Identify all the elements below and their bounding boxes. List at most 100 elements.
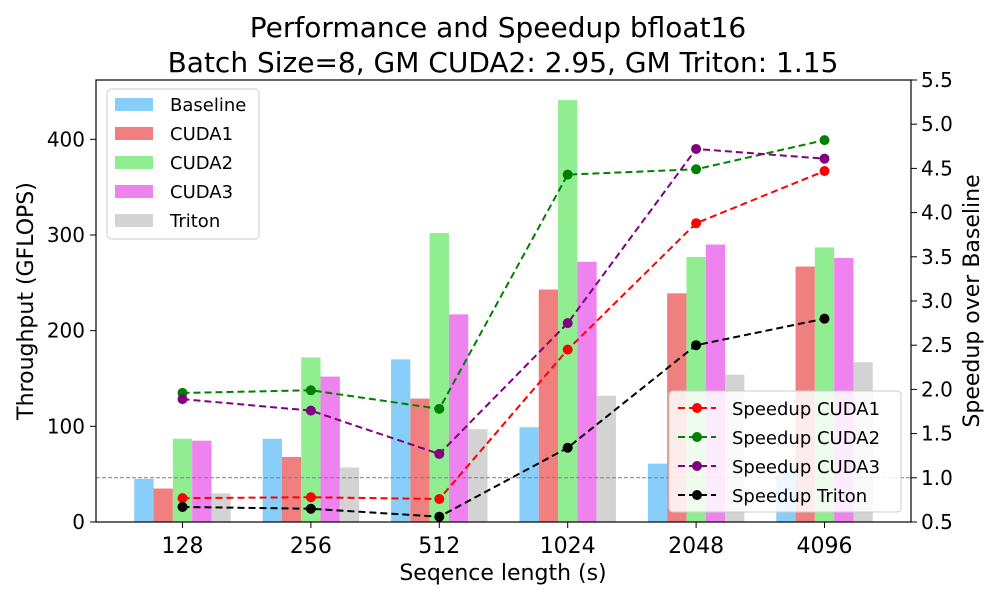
legend-label-speedup-triton: Speedup Triton [732,486,867,507]
y-right-tick-label: 1.0 [921,466,953,490]
point-speedup-cuda1-512 [434,494,445,505]
legend-bars-box [106,88,260,240]
x-tick-label: 256 [290,534,332,559]
point-speedup-triton-1024 [562,442,573,453]
point-speedup-cuda2-512 [434,403,445,414]
bar-cuda3-256 [320,376,340,522]
line-speedup-triton [182,317,825,518]
legend-label-cuda2: CUDA2 [170,153,233,174]
legend-label-cuda1: CUDA1 [170,124,233,145]
point-speedup-cuda1-128 [177,493,188,504]
point-speedup-triton-128 [177,501,188,512]
x-tick-label: 512 [418,534,460,559]
point-speedup-triton-2048 [691,340,702,351]
bar-cuda2-1024 [558,100,578,522]
legend-lines: Speedup CUDA1 Speedup CUDA2 Speedup CUDA3 S… [668,390,902,513]
point-speedup-cuda3-128 [177,394,188,405]
bar-cuda2-256 [301,357,321,522]
y-left-tick-label: 100 [47,414,85,438]
y-right-tick-label: 3.5 [921,245,953,269]
chart-title-line2: Batch Size=8, GM CUDA2: 2.95, GM Triton:… [168,46,839,79]
legend-swatch-baseline [115,98,153,111]
point-speedup-triton-4096 [819,313,830,324]
y-left-tick-label: 200 [47,319,85,343]
bar-cuda1-1024 [538,289,559,522]
legend-label-baseline: Baseline [170,95,246,116]
bar-cuda2-128 [172,438,193,522]
point-speedup-triton-256 [305,503,316,514]
line-speedup-cuda2 [182,139,825,410]
legend-marker-speedup-cuda1 [692,403,702,413]
bar-triton-1024 [596,395,616,522]
y-right-tick-label: 5.5 [921,68,953,92]
bar-cuda1-512 [410,398,430,522]
bar-baseline-128 [134,478,154,522]
point-speedup-cuda3-256 [305,405,316,416]
legend-bars: Baseline CUDA1 CUDA2 CUDA3 Triton [106,88,260,240]
point-speedup-cuda1-4096 [819,166,830,177]
legend-marker-speedup-cuda3 [692,461,702,471]
line-speedup-cuda3 [182,147,825,456]
point-speedup-cuda3-2048 [691,143,702,154]
y-left-tick-label: 400 [47,127,85,151]
y-left-tick-label: 300 [47,223,85,247]
speedup-lines-layer [177,135,830,522]
bar-cuda3-128 [192,440,212,522]
bar-baseline-256 [262,438,282,522]
point-speedup-cuda1-1024 [562,344,573,355]
legend-lines-box [668,390,902,513]
y-right-tick-label: 5.0 [921,112,953,136]
point-speedup-cuda3-512 [434,448,445,459]
point-speedup-cuda2-4096 [819,135,830,146]
x-tick-label: 1024 [540,534,596,559]
point-speedup-cuda1-256 [305,492,316,503]
legend-swatch-triton [115,214,153,227]
x-axis: 128 256 512 1024 2048 4096 [162,522,853,559]
point-speedup-cuda2-2048 [691,164,702,175]
bar-cuda3-512 [448,314,469,522]
y-left-tick-label: 0 [72,510,85,534]
point-speedup-cuda2-256 [305,385,316,396]
bar-triton-512 [468,429,488,522]
bar-triton-256 [339,467,360,522]
y-axis-left: 0 100 200 300 400 [47,127,96,534]
y-right-tick-label: 3.0 [921,289,953,313]
y-axis-left-label: Throughput (GFLOPS) [14,182,39,421]
bar-baseline-2048 [647,463,668,522]
y-right-tick-label: 2.0 [921,377,953,401]
bar-cuda2-512 [429,233,449,522]
y-right-tick-label: 4.0 [921,201,953,225]
y-right-tick-label: 1.5 [921,422,953,446]
y-axis-right-label: Speedup over Baseline [960,174,985,427]
point-speedup-triton-512 [434,511,445,522]
y-axis-right: 0.5 1.0 1.5 2.0 2.5 3.0 3.5 4.0 4.5 5.0 5.5 [911,68,953,534]
legend-swatch-cuda1 [115,127,153,140]
legend-label-speedup-cuda2: Speedup CUDA2 [732,428,880,449]
y-right-tick-label: 0.5 [921,510,953,534]
y-right-tick-label: 4.5 [921,156,953,180]
point-speedup-cuda1-2048 [691,218,702,229]
legend-swatch-cuda2 [115,156,153,169]
legend-marker-speedup-cuda2 [692,432,702,442]
bar-cuda3-1024 [577,261,597,522]
bar-baseline-1024 [519,427,539,522]
y-right-tick-label: 2.5 [921,333,953,357]
legend-label-triton: Triton [169,211,220,232]
point-speedup-cuda2-1024 [562,169,573,180]
point-speedup-cuda3-1024 [562,318,573,329]
legend-label-speedup-cuda3: Speedup CUDA3 [732,457,880,478]
legend-swatch-cuda3 [115,185,153,198]
bar-cuda1-256 [281,456,302,522]
line-speedup-cuda1 [182,170,825,501]
chart-title-line1: Performance and Speedup bfloat16 [250,11,746,44]
x-tick-label: 2048 [668,534,724,559]
legend-label-speedup-cuda1: Speedup CUDA1 [732,399,880,420]
legend-marker-speedup-triton [692,490,702,500]
point-speedup-cuda3-4096 [819,153,830,164]
x-tick-label: 128 [162,534,204,559]
x-tick-label: 4096 [797,534,853,559]
bar-cuda1-128 [153,488,173,522]
legend-label-cuda3: CUDA3 [170,182,233,203]
